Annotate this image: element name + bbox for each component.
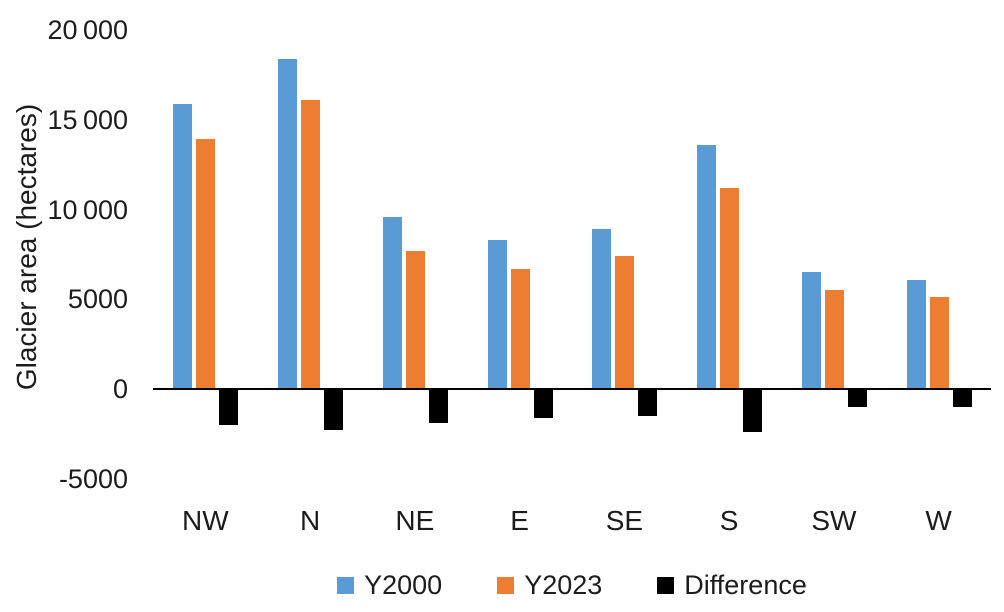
bar-difference-sw — [847, 389, 867, 407]
bar-difference-e — [533, 389, 553, 418]
x-category-label-se: SE — [605, 505, 644, 536]
x-category-label-sw: SW — [811, 505, 857, 536]
category-group-ne — [363, 30, 468, 480]
bar-difference-nw — [219, 389, 239, 425]
y-tick-label: 20 000 — [47, 15, 129, 45]
bar-y2023-n — [301, 100, 321, 389]
y-axis-title: Glacier area (hectares) — [11, 103, 42, 391]
legend-swatch-difference — [657, 576, 675, 594]
x-category-label-e: E — [510, 505, 529, 536]
legend-label: Y2023 — [524, 570, 603, 600]
bar-y2023-nw — [196, 139, 216, 389]
bar-y2000-e — [487, 240, 507, 389]
bar-y2000-nw — [173, 103, 193, 389]
bar-difference-w — [952, 389, 972, 407]
bar-y2023-s — [720, 187, 740, 389]
x-category-label-nw: NW — [182, 505, 229, 536]
x-axis-category-labels: NW N NE E SE S SW W — [153, 503, 991, 539]
plot-area — [153, 30, 991, 480]
y-tick-label: 0 — [112, 374, 128, 404]
x-category-label-ne: NE — [395, 505, 435, 536]
category-group-sw — [782, 30, 887, 480]
y-tick-label: 10 000 — [47, 194, 129, 225]
bar-y2000-n — [278, 58, 298, 389]
bar-difference-s — [743, 389, 763, 433]
legend-item-y2000: Y2000 — [337, 570, 442, 600]
bar-difference-ne — [428, 389, 448, 424]
category-group-s — [677, 30, 782, 480]
x-axis-line — [153, 388, 991, 390]
category-group-nw — [153, 30, 258, 480]
legend-item-y2023: Y2023 — [497, 570, 602, 600]
bar-y2023-w — [929, 297, 949, 389]
x-category-label-n: N — [300, 505, 321, 536]
bar-difference-n — [324, 389, 344, 431]
legend-swatch-y2023 — [497, 576, 515, 594]
category-group-e — [467, 30, 572, 480]
bar-y2000-sw — [801, 272, 821, 389]
legend-item-difference: Difference — [657, 570, 807, 600]
legend-swatch-y2000 — [337, 576, 355, 594]
bar-y2000-w — [906, 279, 926, 389]
x-category-label-w: W — [925, 505, 952, 536]
y-tick-label: 15 000 — [47, 104, 129, 135]
bar-difference-se — [638, 389, 658, 416]
legend-label: Y2000 — [364, 570, 443, 600]
chart-legend: Y2000 Y2023 Difference — [153, 568, 991, 602]
bar-y2023-sw — [824, 290, 844, 389]
bar-y2000-s — [697, 144, 717, 389]
legend-label: Difference — [684, 570, 807, 600]
bar-y2000-ne — [382, 216, 402, 389]
category-group-n — [258, 30, 363, 480]
category-group-se — [572, 30, 677, 480]
x-category-label-s: S — [719, 505, 739, 536]
y-tick-label: 5000 — [67, 284, 128, 315]
bar-y2000-se — [592, 229, 612, 389]
y-tick-label: -5000 — [58, 463, 128, 494]
category-group-w — [886, 30, 991, 480]
bar-y2023-e — [510, 268, 530, 389]
bar-y2023-ne — [405, 250, 425, 389]
bar-y2023-se — [615, 256, 635, 389]
